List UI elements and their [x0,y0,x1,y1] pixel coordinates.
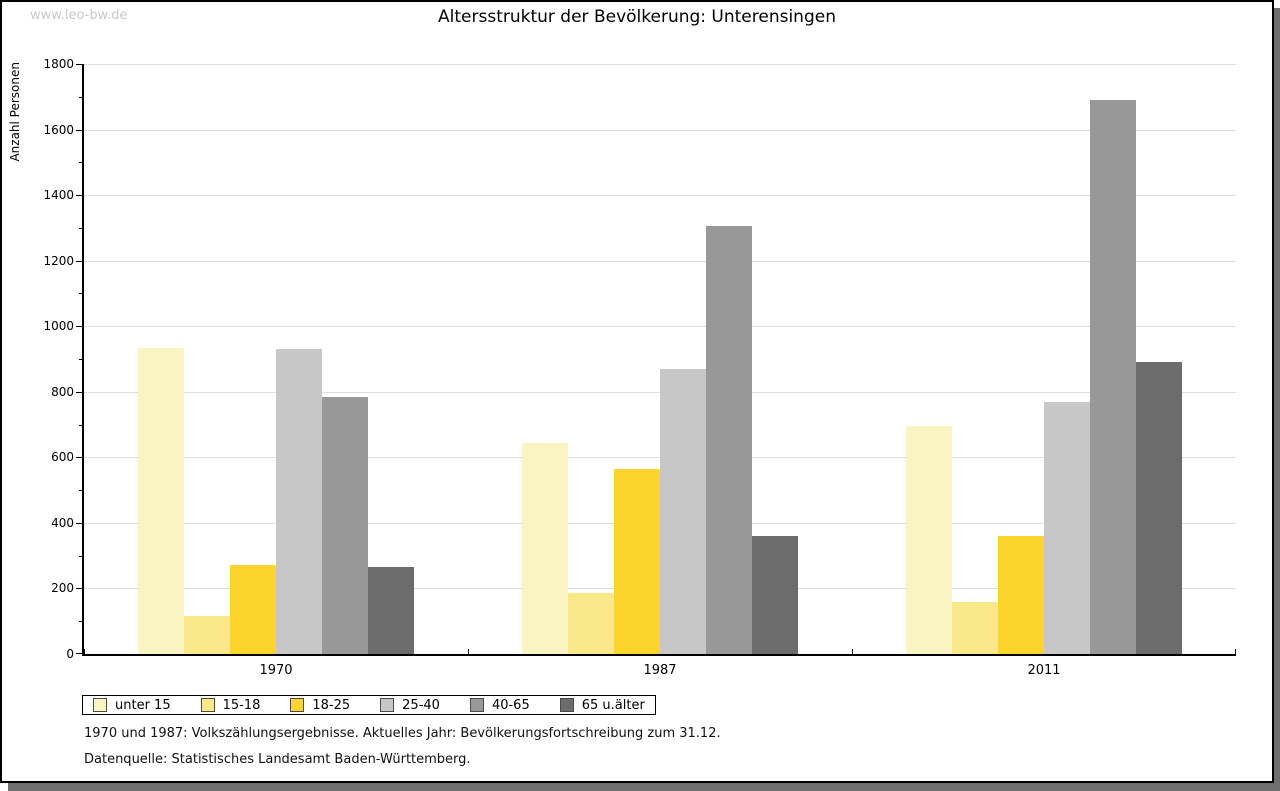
legend-label: 40-65 [491,697,530,713]
y-tick-label: 600 [51,450,74,465]
legend-swatch-icon [200,698,215,712]
chart-title: Altersstruktur der Bevölkerung: Unterens… [438,7,836,27]
y-minor-tick [79,96,84,98]
bar [660,369,706,654]
legend-swatch-icon [93,698,107,712]
legend-label: 25-40 [402,697,440,713]
x-boundary-tick [84,649,85,654]
legend-item: 40-65 [469,697,530,713]
y-major-tick [76,64,84,65]
y-minor-tick [79,162,84,164]
bar [184,616,230,654]
y-tick-label: 200 [51,581,74,596]
legend-label: unter 15 [115,697,171,713]
bar [138,348,184,654]
legend-label: 65 u.älter [581,697,645,713]
bar [1044,402,1090,654]
x-boundary-tick [852,649,853,654]
legend-label: 15-18 [222,697,261,713]
bar [952,602,998,654]
plot-area: 0 200 400 600 800 1000 1200 1400 1600 1800 1970 198… [43,57,1236,678]
y-tick-label: 1400 [43,188,74,203]
y-minor-tick [79,424,84,426]
watermark-text: www.leo-bw.de [30,8,128,23]
x-category-label: 1987 [643,663,677,678]
legend-swatch-icon [290,698,305,712]
bar [368,567,414,654]
y-tick-label: 1200 [43,253,74,268]
footnote-line-2: Datenquelle: Statistisches Landesamt Bad… [84,752,471,767]
bar [1136,362,1182,654]
y-minor-tick [79,359,84,360]
y-minor-tick [79,621,84,623]
y-major-tick [76,588,84,590]
y-tick-label: 400 [51,515,74,530]
legend-item: 25-40 [380,698,440,713]
bar [322,397,368,654]
y-minor-tick [79,293,84,295]
y-tick-label: 0 [66,647,74,661]
x-boundary-tick [1235,649,1236,654]
bar [230,565,276,654]
legend: unter 15 15-18 18-25 25-40 40-65 65 u.älter [82,695,656,715]
legend-item: 18-25 [290,698,350,713]
legend-swatch-icon [559,698,574,712]
y-tick-label: 800 [51,384,74,399]
y-major-tick [76,653,84,654]
bar [568,593,614,654]
legend-item: 15-18 [200,697,261,713]
x-category-label: 1970 [259,663,293,678]
y-minor-tick [79,555,84,557]
bar [614,469,660,654]
gridline [84,64,1236,65]
y-axis-label: Anzahl Personen [8,62,22,162]
y-major-tick [76,522,84,524]
y-major-tick [76,129,84,131]
bar [752,536,798,654]
footnote-line-1: 1970 und 1987: Volkszählungsergebnisse. … [84,726,721,741]
window-shadow-bottom [8,783,1280,791]
legend-swatch-icon [469,698,484,712]
y-minor-tick [79,490,84,492]
legend-label: 18-25 [312,697,351,713]
bar [906,426,952,654]
x-category-label: 2011 [1027,663,1061,678]
x-boundary-tick [468,649,469,654]
bar [1090,100,1136,654]
gridline [84,260,1236,262]
y-tick-label: 1600 [43,122,74,137]
legend-item: 65 u.älter [559,697,645,713]
window-shadow-right [1274,8,1280,791]
y-tick-label: 1800 [43,57,74,71]
y-major-tick [76,195,84,197]
y-minor-tick [79,227,84,229]
gridline [84,195,1236,197]
y-major-tick [76,326,84,328]
bar [998,536,1044,654]
y-major-tick [76,260,84,262]
y-major-tick [76,457,84,459]
y-tick-label: 1000 [43,319,74,334]
y-major-tick [76,391,84,393]
legend-swatch-icon [380,698,395,712]
gridline [84,129,1236,131]
bar [522,443,568,654]
gridline [84,326,1236,328]
legend-item: unter 15 [93,698,171,713]
bar [276,349,322,654]
bar [706,226,752,654]
